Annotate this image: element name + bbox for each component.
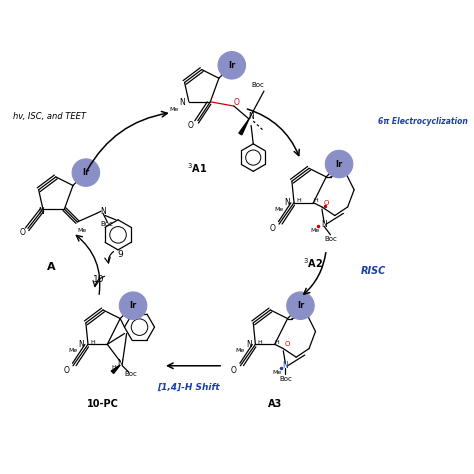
Text: N: N: [100, 207, 106, 216]
Text: H: H: [296, 198, 301, 203]
Text: RISC: RISC: [361, 266, 386, 276]
Text: 6π Electrocyclization: 6π Electrocyclization: [378, 117, 467, 126]
Text: N: N: [117, 359, 123, 368]
Polygon shape: [111, 365, 120, 374]
Text: Boc: Boc: [279, 376, 292, 382]
Text: N: N: [285, 198, 291, 207]
Text: Ir: Ir: [228, 61, 236, 70]
Text: O: O: [187, 121, 193, 130]
Text: Ir: Ir: [82, 168, 90, 177]
Text: Me: Me: [311, 228, 320, 233]
Text: O: O: [324, 200, 329, 206]
Text: N: N: [246, 340, 252, 349]
Text: Me: Me: [77, 228, 86, 233]
Circle shape: [72, 159, 100, 186]
Text: H: H: [313, 198, 318, 203]
Text: 10: 10: [93, 275, 104, 284]
Text: Me: Me: [274, 207, 283, 211]
Circle shape: [119, 292, 147, 319]
Text: Boc: Boc: [101, 221, 114, 227]
Circle shape: [287, 292, 314, 319]
Text: A3: A3: [268, 400, 282, 410]
Text: O: O: [64, 365, 70, 374]
Text: $^3$A1: $^3$A1: [187, 162, 208, 175]
Text: Me: Me: [169, 107, 179, 112]
Circle shape: [218, 52, 246, 79]
Text: H: H: [90, 340, 95, 345]
Text: 10-PC: 10-PC: [87, 400, 119, 410]
Text: O: O: [270, 224, 275, 233]
Text: Ir: Ir: [129, 301, 137, 310]
Text: N: N: [321, 219, 327, 228]
Text: H: H: [111, 365, 116, 370]
Text: Me: Me: [272, 370, 282, 375]
Text: H: H: [274, 340, 279, 345]
Text: N: N: [38, 207, 44, 216]
Text: Me: Me: [236, 348, 245, 353]
Text: Ir: Ir: [297, 301, 304, 310]
Text: Me: Me: [68, 348, 78, 353]
Text: [1,4]-H Shift: [1,4]-H Shift: [157, 383, 220, 392]
Text: hv, ISC, and TEET: hv, ISC, and TEET: [13, 112, 86, 121]
Text: Boc: Boc: [125, 371, 137, 377]
Text: N: N: [79, 340, 84, 349]
Text: O: O: [231, 365, 237, 374]
Text: O: O: [19, 228, 25, 237]
Text: O: O: [285, 341, 290, 347]
Text: N: N: [248, 112, 254, 121]
Text: Ir: Ir: [336, 160, 343, 169]
Text: A: A: [47, 262, 56, 272]
Text: $^3$A2: $^3$A2: [303, 256, 323, 270]
Text: Boc: Boc: [251, 82, 264, 88]
Polygon shape: [239, 119, 249, 135]
Text: O: O: [233, 98, 239, 107]
Text: N: N: [283, 361, 288, 370]
Text: H: H: [257, 340, 262, 345]
Text: N: N: [180, 98, 185, 107]
Text: Boc: Boc: [324, 236, 337, 242]
Text: 9: 9: [117, 250, 123, 259]
Circle shape: [325, 150, 353, 178]
